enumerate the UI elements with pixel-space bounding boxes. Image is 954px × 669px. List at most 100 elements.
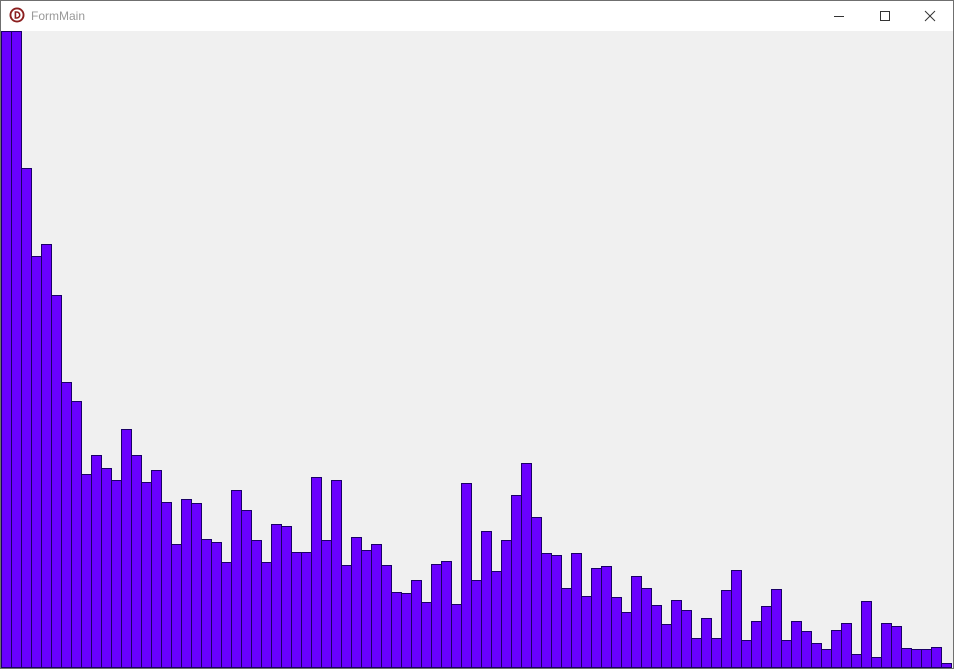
histogram-bar [771, 589, 782, 668]
histogram-bar [381, 565, 392, 668]
maximize-icon [880, 11, 890, 21]
histogram-bar [421, 602, 432, 668]
histogram-bar [671, 600, 682, 668]
bar-chart [1, 31, 952, 668]
histogram-bar [601, 566, 612, 668]
histogram-bar [511, 495, 522, 668]
histogram-bar [651, 605, 662, 668]
histogram-bar [471, 580, 482, 668]
histogram-bar [481, 531, 492, 668]
delphi-app-icon [9, 7, 25, 23]
title-bar[interactable]: FormMain [1, 1, 953, 31]
histogram-bar [191, 503, 202, 668]
histogram-bar [291, 552, 302, 668]
histogram-bar [841, 623, 852, 668]
histogram-bar [281, 526, 292, 668]
histogram-bar [521, 463, 532, 668]
histogram-bar [931, 647, 942, 668]
histogram-bar [821, 649, 832, 668]
minimize-icon [834, 16, 844, 17]
histogram-bar [71, 401, 82, 668]
histogram-bar [131, 455, 142, 668]
histogram-bar [631, 576, 642, 668]
histogram-bar [181, 499, 192, 668]
histogram-bar [801, 631, 812, 668]
histogram-bar [221, 562, 232, 668]
histogram-bar [371, 544, 382, 668]
histogram-bar [681, 610, 692, 668]
histogram-bar [321, 540, 332, 668]
histogram-bar [921, 649, 932, 668]
histogram-bar [561, 588, 572, 668]
window-title: FormMain [31, 9, 86, 23]
histogram-bar [31, 256, 42, 668]
histogram-bar [881, 623, 892, 668]
histogram-bar [831, 630, 842, 668]
histogram-bar [171, 544, 182, 668]
maximize-button[interactable] [862, 1, 908, 31]
histogram-bar [531, 517, 542, 668]
histogram-bar [641, 588, 652, 668]
histogram-bar [331, 480, 342, 668]
histogram-bar [151, 470, 162, 668]
histogram-bar [891, 626, 902, 668]
histogram-bar [661, 624, 672, 668]
histogram-bar [791, 621, 802, 668]
histogram-bar [591, 568, 602, 668]
histogram-bar [501, 540, 512, 668]
histogram-bar [551, 555, 562, 668]
histogram-bar [121, 429, 132, 668]
histogram-bar [721, 590, 732, 668]
histogram-bar [271, 524, 282, 668]
histogram-bar [811, 643, 822, 668]
histogram-bar [461, 483, 472, 668]
histogram-bar [111, 480, 122, 668]
histogram-bar [731, 570, 742, 668]
histogram-bar [451, 604, 462, 668]
client-area [1, 31, 953, 668]
histogram-bar [81, 474, 92, 668]
histogram-bar [141, 482, 152, 668]
histogram-bar [11, 31, 22, 668]
histogram-bar [391, 592, 402, 668]
histogram-bar [251, 540, 262, 668]
histogram-bar [871, 657, 882, 668]
histogram-bar [101, 468, 112, 668]
histogram-bar [61, 382, 72, 668]
histogram-bar [711, 638, 722, 668]
histogram-bar [201, 539, 212, 668]
histogram-bar [901, 648, 912, 668]
histogram-bar [161, 502, 172, 668]
histogram-bar [911, 649, 922, 668]
histogram-bar [311, 477, 322, 668]
histogram-bar [341, 565, 352, 668]
histogram-bar [241, 510, 252, 668]
histogram-bar [261, 562, 272, 668]
histogram-bar [851, 654, 862, 668]
histogram-bar [401, 593, 412, 668]
histogram-bar [21, 168, 32, 668]
histogram-bar [491, 571, 502, 668]
histogram-bar [361, 550, 372, 668]
histogram-bar [701, 618, 712, 668]
histogram-bar [781, 640, 792, 668]
histogram-bar [541, 553, 552, 668]
histogram-bar [351, 537, 362, 668]
histogram-bar [51, 295, 62, 668]
histogram-bar [1, 31, 12, 668]
histogram-bar [691, 638, 702, 668]
histogram-bar [441, 561, 452, 668]
histogram-bar [621, 612, 632, 668]
histogram-bar [741, 640, 752, 668]
histogram-bar [861, 601, 872, 668]
histogram-bar [581, 596, 592, 668]
histogram-bar [91, 455, 102, 668]
histogram-bar [411, 580, 422, 668]
close-icon [924, 10, 936, 22]
histogram-bar [941, 663, 952, 668]
minimize-button[interactable] [816, 1, 862, 31]
close-button[interactable] [907, 1, 953, 31]
histogram-bar [751, 621, 762, 668]
histogram-bar [761, 606, 772, 668]
